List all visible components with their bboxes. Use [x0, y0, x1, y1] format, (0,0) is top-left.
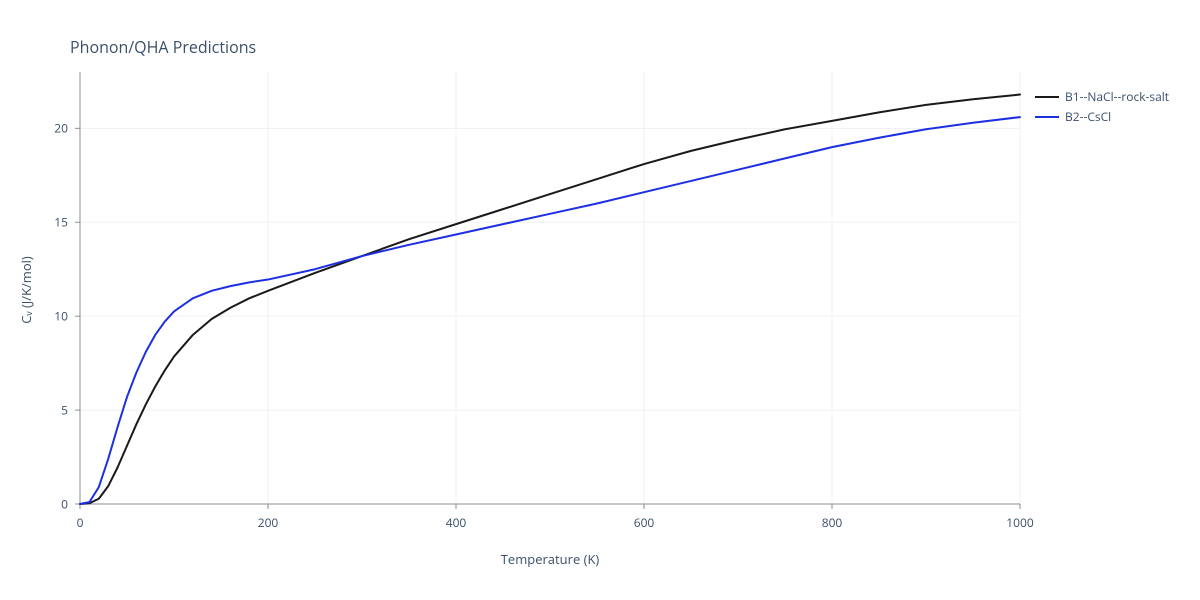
x-tick: 400: [446, 514, 467, 531]
legend-swatch: [1035, 116, 1059, 118]
y-tick: 0: [61, 496, 68, 513]
chart-container: Phonon/QHA Predictions Temperature (K) C…: [0, 0, 1200, 600]
legend-swatch: [1035, 96, 1059, 98]
legend-item[interactable]: B1--NaCl--rock-salt: [1035, 88, 1169, 105]
x-tick: 200: [258, 514, 279, 531]
legend-label: B1--NaCl--rock-salt: [1065, 88, 1169, 105]
x-tick: 1000: [1006, 514, 1033, 531]
y-tick: 20: [54, 120, 68, 137]
chart-svg[interactable]: [0, 0, 1200, 600]
y-tick: 5: [61, 402, 68, 419]
x-tick: 800: [822, 514, 843, 531]
x-tick: 600: [634, 514, 655, 531]
y-tick: 10: [54, 308, 68, 325]
x-tick: 0: [77, 514, 84, 531]
y-tick: 15: [54, 214, 68, 231]
series-line[interactable]: [80, 95, 1020, 504]
legend-label: B2--CsCl: [1065, 108, 1111, 125]
series-line[interactable]: [80, 117, 1020, 504]
legend-item[interactable]: B2--CsCl: [1035, 108, 1111, 125]
